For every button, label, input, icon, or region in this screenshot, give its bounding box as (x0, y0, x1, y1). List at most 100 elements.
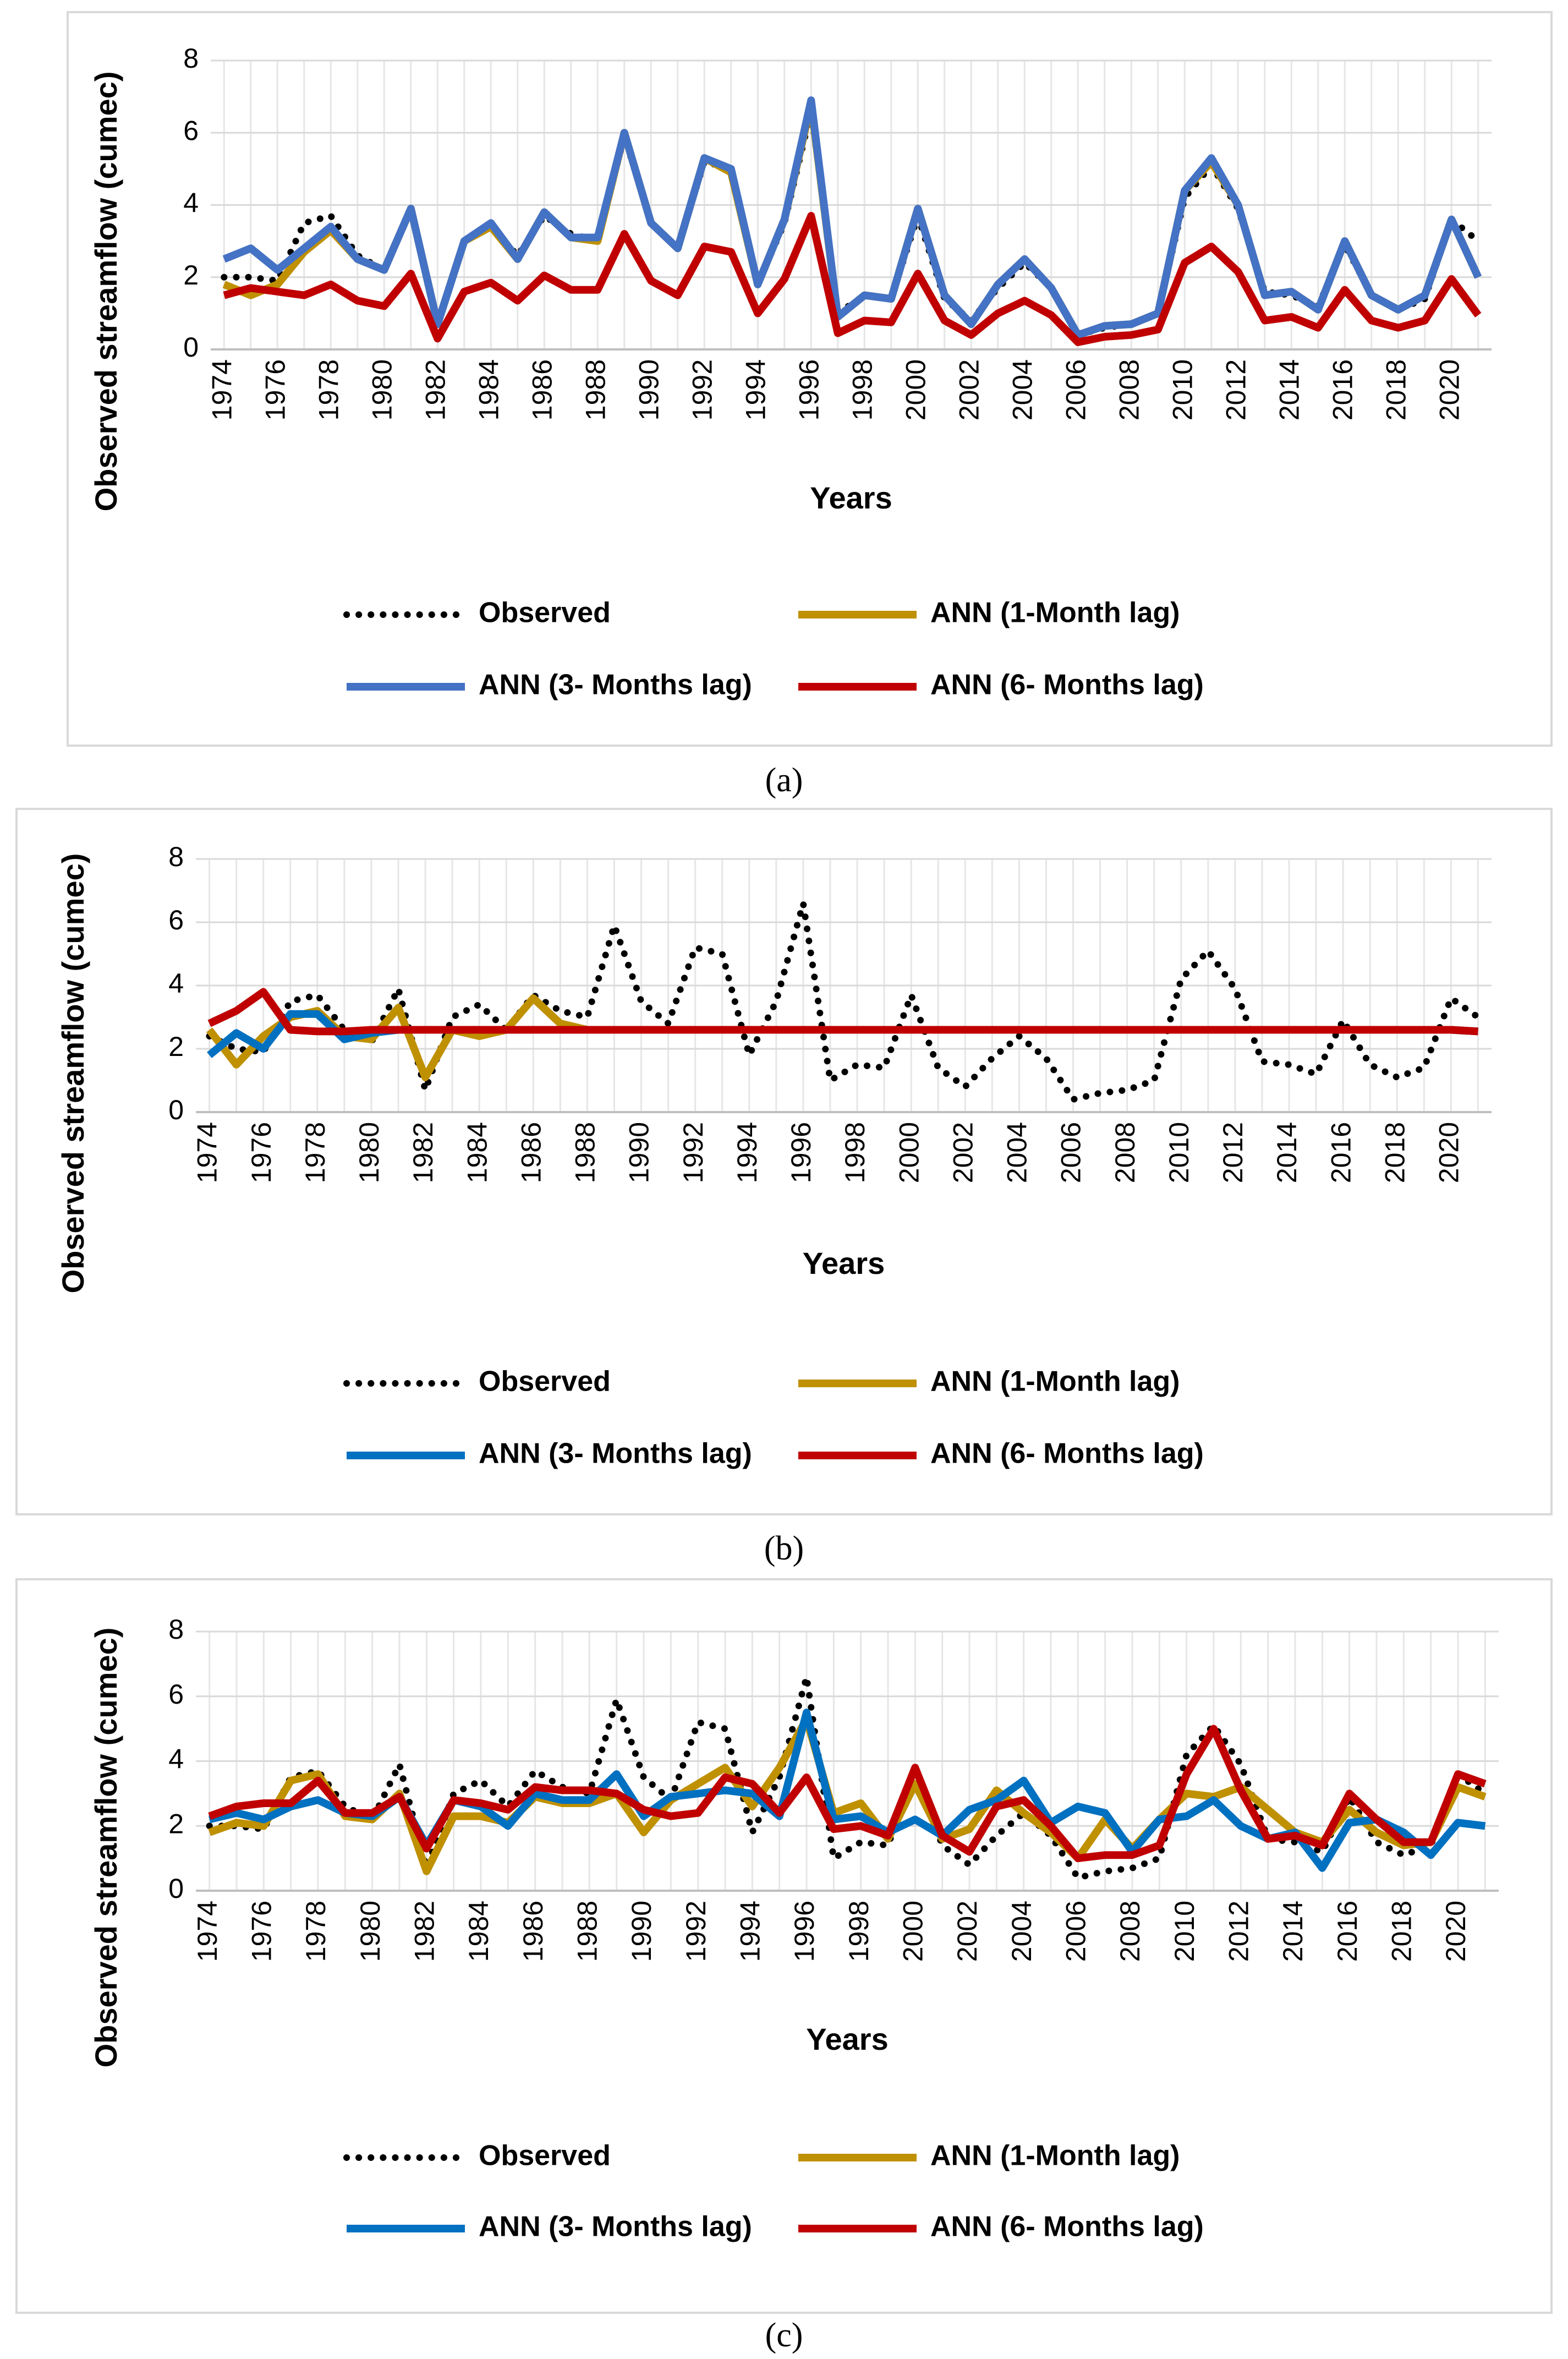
x-tick-label: 2020 (1434, 359, 1465, 420)
x-tick-label: 1978 (300, 1901, 331, 1962)
x-axis-title: Years (810, 480, 892, 515)
x-tick-label: 2002 (953, 359, 984, 420)
x-axis-title: Years (803, 1246, 885, 1280)
legend-label: ANN (1-Month lag) (930, 1366, 1180, 1398)
series-line (222, 96, 1482, 339)
y-tick-label: 0 (168, 1873, 184, 1904)
x-tick-label: 2010 (1164, 1122, 1194, 1183)
x-tick-label: 1978 (313, 359, 344, 420)
y-axis-title: Observed streamflow (cumec) (89, 72, 123, 512)
x-tick-label: 1976 (246, 1901, 277, 1962)
x-tick-label: 1982 (408, 1122, 438, 1183)
y-tick-label: 2 (168, 1031, 184, 1062)
series-line (208, 1725, 1487, 1863)
x-tick-label: 1988 (572, 1901, 603, 1962)
x-tick-label: 1980 (354, 1122, 385, 1183)
x-tick-label: 2016 (1325, 1122, 1356, 1183)
x-tick-label: 2014 (1274, 359, 1304, 420)
x-tick-label: 1994 (735, 1901, 766, 1962)
series-line (206, 900, 1482, 1103)
x-tick-label: 2008 (1110, 1122, 1141, 1183)
x-tick-label: 2018 (1386, 1901, 1417, 1962)
x-tick-label: 2020 (1440, 1901, 1471, 1962)
x-tick-label: 1994 (740, 359, 771, 420)
y-tick-label: 6 (168, 1679, 184, 1710)
x-tick-label: 2020 (1434, 1122, 1465, 1183)
x-tick-label: 2016 (1332, 1901, 1363, 1962)
x-tick-label: 1998 (840, 1122, 870, 1183)
legend-label: ANN (3- Months lag) (479, 2211, 752, 2243)
legend-label: Observed (479, 597, 611, 629)
legend-label: ANN (3- Months lag) (479, 1438, 752, 1470)
x-tick-label: 1980 (355, 1901, 386, 1962)
x-tick-label: 1990 (624, 1122, 655, 1183)
x-tick-label: 2000 (900, 359, 931, 420)
x-tick-label: 1974 (192, 1901, 223, 1962)
y-tick-label: 4 (168, 968, 184, 999)
x-tick-label: 2012 (1220, 359, 1251, 420)
y-axis-title: Observed streamflow (cumec) (89, 1628, 123, 2068)
x-tick-label: 1988 (580, 359, 611, 420)
panel-border (67, 11, 1553, 747)
x-tick-label: 1978 (300, 1122, 331, 1183)
x-tick-label: 1998 (847, 359, 878, 420)
x-tick-label: 1992 (678, 1122, 709, 1183)
x-tick-label: 1976 (246, 1122, 277, 1183)
x-tick-label: 2012 (1218, 1122, 1248, 1183)
y-axis-title: Observed streamflow (cumec) (56, 853, 90, 1294)
x-tick-label: 1986 (516, 1122, 546, 1183)
x-tick-label: 1996 (789, 1901, 820, 1962)
series-line (223, 212, 1482, 346)
x-tick-label: 1992 (681, 1901, 711, 1962)
y-tick-label: 8 (168, 841, 184, 872)
x-tick-label: 2014 (1278, 1901, 1308, 1962)
x-tick-label: 2002 (952, 1901, 983, 1962)
y-tick-label: 2 (168, 1808, 184, 1839)
x-tick-label: 1998 (843, 1901, 874, 1962)
x-tick-label: 1982 (420, 359, 451, 420)
y-tick-label: 8 (183, 43, 199, 74)
legend-label: Observed (479, 1366, 611, 1398)
x-tick-label: 2002 (947, 1122, 978, 1183)
x-tick-label: 2004 (1006, 1901, 1037, 1962)
legend-label: ANN (1-Month lag) (930, 597, 1180, 629)
x-tick-label: 2006 (1061, 1901, 1092, 1962)
y-tick-label: 6 (168, 905, 184, 935)
y-tick-label: 8 (168, 1614, 184, 1645)
x-tick-label: 1984 (473, 359, 504, 420)
x-tick-label: 2014 (1271, 1122, 1302, 1183)
x-tick-label: 1986 (527, 359, 557, 420)
y-tick-label: 4 (183, 188, 199, 218)
x-tick-label: 2012 (1224, 1901, 1254, 1962)
x-tick-label: 1984 (463, 1901, 494, 1962)
x-tick-label: 1986 (518, 1901, 549, 1962)
x-tick-label: 1984 (462, 1122, 492, 1183)
y-tick-label: 2 (183, 260, 199, 291)
x-tick-label: 1974 (192, 1122, 223, 1183)
series-line (206, 1673, 1489, 1881)
x-tick-label: 1990 (633, 359, 664, 420)
x-tick-label: 2016 (1327, 359, 1358, 420)
y-tick-label: 0 (168, 1094, 184, 1125)
x-tick-label: 1988 (570, 1122, 601, 1183)
x-tick-label: 1992 (687, 359, 717, 420)
caption: (a) (765, 762, 803, 799)
x-tick-label: 2018 (1379, 1122, 1410, 1183)
caption: (b) (764, 1530, 804, 1567)
x-tick-label: 1990 (626, 1901, 657, 1962)
x-tick-label: 2008 (1115, 1901, 1145, 1962)
panel-border (15, 1578, 1553, 2314)
legend-label: ANN (1-Month lag) (930, 2140, 1180, 2172)
x-tick-label: 1982 (409, 1901, 440, 1962)
x-tick-label: 1994 (732, 1122, 763, 1183)
legend-label: ANN (6- Months lag) (930, 669, 1204, 701)
series-line (207, 988, 1478, 1036)
x-tick-label: 1974 (206, 359, 237, 420)
legend-label: ANN (6- Months lag) (930, 1438, 1204, 1470)
caption: (c) (765, 2317, 803, 2354)
x-tick-label: 1996 (793, 359, 824, 420)
x-tick-label: 2006 (1056, 1122, 1087, 1183)
x-tick-label: 2004 (1002, 1122, 1033, 1183)
x-tick-label: 1976 (260, 359, 290, 420)
x-tick-label: 2006 (1060, 359, 1091, 420)
